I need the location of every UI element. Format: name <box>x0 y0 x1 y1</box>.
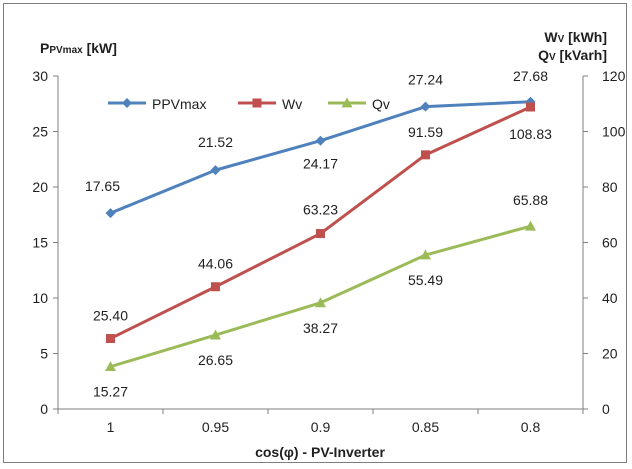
data-point-triangle <box>210 329 221 340</box>
data-label: 27.68 <box>513 68 548 84</box>
right-tick-label: 40 <box>602 290 618 306</box>
axes: 0 5 10 15 20 25 30 0 20 40 60 80 100 120 1 0.95 0.9 0.85 0… <box>32 68 625 435</box>
x-tick-label: 1 <box>107 419 115 435</box>
right-tick-label: 60 <box>602 235 618 251</box>
x-tick-label: 0.95 <box>202 419 229 435</box>
data-point-square <box>316 229 325 239</box>
data-point-diamond <box>122 98 132 108</box>
data-point-triangle <box>105 361 116 372</box>
data-label: 24.17 <box>303 156 338 172</box>
data-label: 15.27 <box>93 384 128 400</box>
left-tick-label: 10 <box>32 290 48 306</box>
left-tick-label: 30 <box>32 68 48 84</box>
chart-frame: PPVmax [kW] WV [kWh] QV [kVarh] cos(φ) -… <box>3 3 627 463</box>
data-point-square <box>526 102 535 112</box>
data-label: 25.40 <box>93 308 128 324</box>
left-tick-label: 15 <box>32 235 48 251</box>
data-point-triangle <box>341 97 353 108</box>
data-label: 38.27 <box>303 320 338 336</box>
right-tick-label: 20 <box>602 346 618 362</box>
x-axis-title: cos(φ) - PV-Inverter <box>255 444 385 460</box>
x-tick-label: 0.9 <box>311 419 331 435</box>
series-layer <box>105 96 536 372</box>
right-tick-label: 120 <box>602 68 626 84</box>
data-point-square <box>421 150 430 160</box>
series-line-qv <box>110 224 531 369</box>
right-tick-label: 80 <box>602 179 618 195</box>
data-point-diamond <box>315 135 326 146</box>
data-label: 17.65 <box>85 178 120 194</box>
left-tick-label: 25 <box>32 124 48 140</box>
data-label: 26.65 <box>198 352 233 368</box>
data-point-triangle <box>525 220 536 231</box>
data-label: 108.83 <box>509 126 552 142</box>
data-point-diamond <box>210 165 221 176</box>
data-label: 21.52 <box>198 134 233 150</box>
data-label: 44.06 <box>198 256 233 272</box>
data-labels: 17.65 21.52 24.17 27.24 27.68 25.40 44.06 63.23… <box>85 68 552 400</box>
data-point-triangle <box>420 249 431 260</box>
data-point-diamond <box>420 101 431 112</box>
left-tick-label: 20 <box>32 179 48 195</box>
legend-label: Qv <box>372 96 390 112</box>
data-point-square <box>106 334 115 344</box>
data-label: 63.23 <box>303 202 338 218</box>
left-tick-label: 5 <box>40 346 48 362</box>
legend: PPVmax Wv Qv <box>108 96 390 112</box>
left-axis-title: PPVmax [kW] <box>40 40 117 56</box>
x-tick-label: 0.8 <box>521 419 541 435</box>
data-point-diamond <box>105 208 116 219</box>
data-label: 27.24 <box>408 72 443 88</box>
x-tick-label: 0.85 <box>412 419 439 435</box>
data-label: 91.59 <box>408 124 443 140</box>
right-tick-label: 100 <box>602 124 626 140</box>
data-point-square <box>252 98 262 108</box>
legend-label: PPVmax <box>152 96 206 112</box>
data-label: 65.88 <box>513 192 548 208</box>
legend-label: Wv <box>282 96 302 112</box>
data-label: 55.49 <box>408 272 443 288</box>
right-tick-label: 0 <box>602 401 610 417</box>
right-axis-title-qv: QV [kVarh] <box>538 47 607 63</box>
data-point-triangle <box>315 297 326 308</box>
chart: PPVmax [kW] WV [kWh] QV [kVarh] cos(φ) -… <box>32 29 625 460</box>
data-point-square <box>211 282 220 292</box>
left-tick-label: 0 <box>40 401 48 417</box>
right-axis-title-wv: WV [kWh] <box>544 29 607 45</box>
